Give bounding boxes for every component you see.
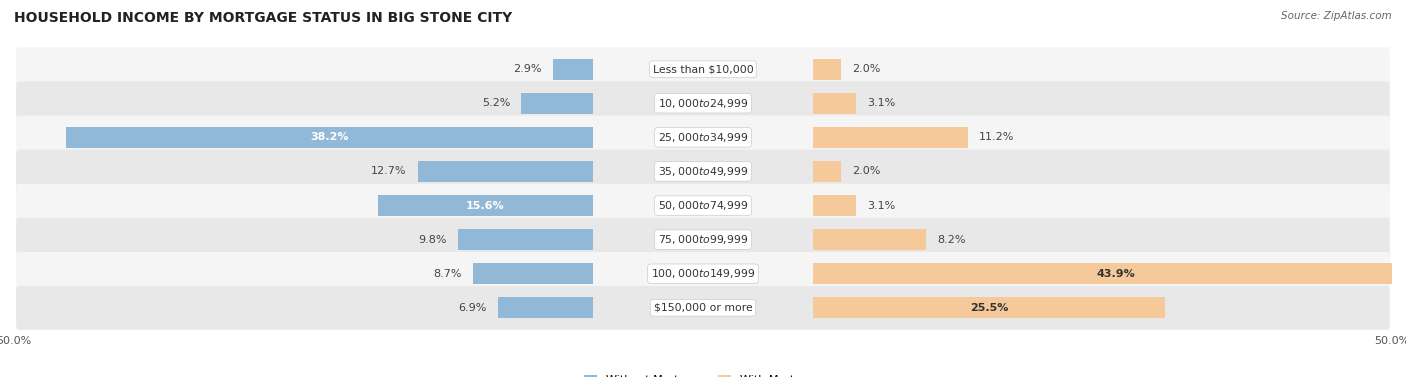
Bar xyxy=(813,195,856,216)
FancyBboxPatch shape xyxy=(15,286,1391,330)
Text: $75,000 to $99,999: $75,000 to $99,999 xyxy=(658,233,748,246)
Bar xyxy=(522,93,593,114)
Text: 12.7%: 12.7% xyxy=(371,166,406,176)
Text: $35,000 to $49,999: $35,000 to $49,999 xyxy=(658,165,748,178)
Bar xyxy=(378,195,593,216)
Text: 2.0%: 2.0% xyxy=(852,166,880,176)
Bar xyxy=(553,58,593,80)
Text: 3.1%: 3.1% xyxy=(868,98,896,108)
Bar xyxy=(418,161,593,182)
FancyBboxPatch shape xyxy=(15,184,1391,227)
Text: Less than $10,000: Less than $10,000 xyxy=(652,64,754,74)
Text: $25,000 to $34,999: $25,000 to $34,999 xyxy=(658,131,748,144)
Bar xyxy=(813,161,841,182)
FancyBboxPatch shape xyxy=(15,81,1391,125)
Text: 11.2%: 11.2% xyxy=(979,132,1014,143)
Text: $100,000 to $149,999: $100,000 to $149,999 xyxy=(651,267,755,280)
Bar xyxy=(66,127,593,148)
Bar xyxy=(813,93,856,114)
Text: $50,000 to $74,999: $50,000 to $74,999 xyxy=(658,199,748,212)
Text: 5.2%: 5.2% xyxy=(482,98,510,108)
Bar xyxy=(813,127,967,148)
Bar xyxy=(813,297,1164,319)
Text: 8.2%: 8.2% xyxy=(938,234,966,245)
Text: 9.8%: 9.8% xyxy=(418,234,447,245)
Text: $10,000 to $24,999: $10,000 to $24,999 xyxy=(658,97,748,110)
Text: 38.2%: 38.2% xyxy=(311,132,349,143)
Text: 8.7%: 8.7% xyxy=(433,269,461,279)
Text: 2.9%: 2.9% xyxy=(513,64,541,74)
Bar xyxy=(472,263,593,284)
Text: Source: ZipAtlas.com: Source: ZipAtlas.com xyxy=(1281,11,1392,21)
Bar xyxy=(813,263,1406,284)
FancyBboxPatch shape xyxy=(15,150,1391,193)
Text: HOUSEHOLD INCOME BY MORTGAGE STATUS IN BIG STONE CITY: HOUSEHOLD INCOME BY MORTGAGE STATUS IN B… xyxy=(14,11,512,25)
Text: 2.0%: 2.0% xyxy=(852,64,880,74)
FancyBboxPatch shape xyxy=(15,115,1391,159)
Bar xyxy=(813,58,841,80)
Text: 15.6%: 15.6% xyxy=(465,201,505,211)
Bar xyxy=(458,229,593,250)
Legend: Without Mortgage, With Mortgage: Without Mortgage, With Mortgage xyxy=(579,370,827,377)
Bar xyxy=(498,297,593,319)
FancyBboxPatch shape xyxy=(15,47,1391,91)
FancyBboxPatch shape xyxy=(15,218,1391,262)
FancyBboxPatch shape xyxy=(15,252,1391,296)
Text: 43.9%: 43.9% xyxy=(1097,269,1135,279)
Text: 25.5%: 25.5% xyxy=(970,303,1008,313)
Text: 6.9%: 6.9% xyxy=(458,303,486,313)
Bar xyxy=(813,229,927,250)
Text: $150,000 or more: $150,000 or more xyxy=(654,303,752,313)
Text: 3.1%: 3.1% xyxy=(868,201,896,211)
